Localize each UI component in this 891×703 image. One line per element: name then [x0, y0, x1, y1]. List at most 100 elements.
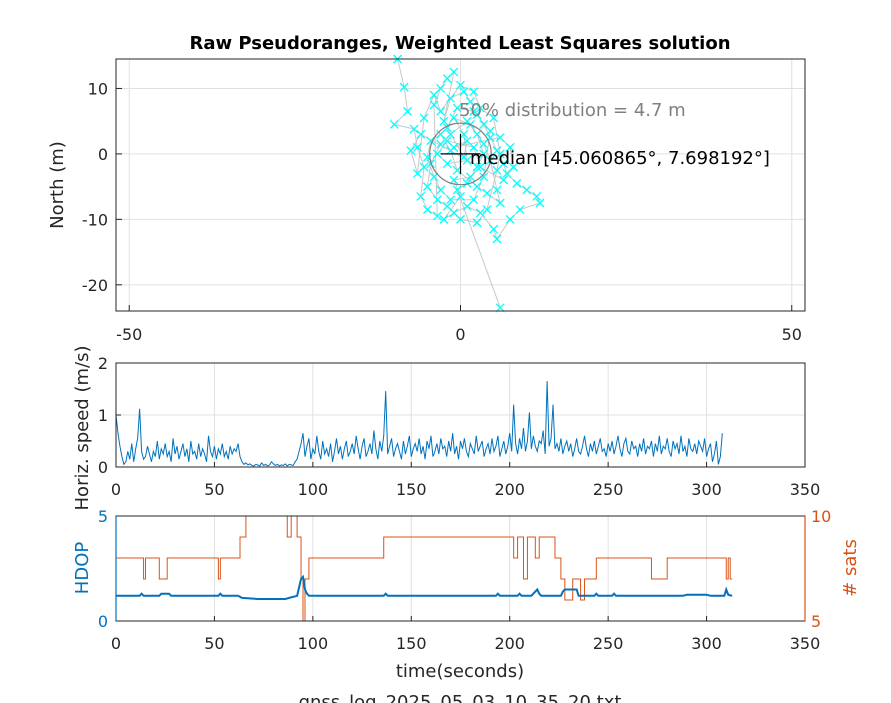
- fix-markers: [389, 54, 545, 313]
- track-segment: [453, 176, 471, 181]
- track-segment: [420, 196, 428, 210]
- fix-point: [475, 162, 485, 172]
- track-segment: [410, 134, 422, 151]
- fix-point: [495, 303, 505, 313]
- fix-point: [422, 182, 432, 192]
- distribution-annotation: 50% distribution = 4.7 m: [459, 100, 686, 121]
- fix-point: [532, 191, 542, 201]
- position-ytick-label: -10: [82, 210, 108, 229]
- hdop-series-line: [116, 574, 733, 600]
- fix-point: [482, 205, 492, 215]
- fix-point: [535, 198, 545, 208]
- fix-point: [469, 195, 479, 205]
- speed-xtick-label: 0: [111, 480, 121, 499]
- fix-point: [456, 214, 465, 224]
- fix-point: [469, 106, 479, 116]
- fix-point: [412, 169, 422, 179]
- track-segment: [496, 189, 501, 204]
- time-xtick-label: 100: [298, 634, 329, 653]
- track-segment: [443, 196, 461, 220]
- track-segment: [486, 170, 498, 210]
- speed-panel: 0 50 100 150 200 250 300 350 0 1 2 Horiz. speed (m…: [72, 346, 820, 511]
- sats-ytick-label: 10: [811, 507, 831, 526]
- speed-xtick-label: 150: [396, 480, 427, 499]
- fix-point: [452, 165, 462, 175]
- fix-point: [426, 136, 436, 146]
- track-segment: [453, 179, 461, 197]
- fix-point: [459, 87, 469, 97]
- fix-point: [495, 133, 505, 143]
- track-segment: [489, 160, 498, 191]
- speed-xtick-label: 250: [593, 480, 624, 499]
- time-xtick-label: 0: [111, 634, 121, 653]
- track-segment: [476, 134, 485, 155]
- speed-ytick-label: 1: [98, 406, 108, 425]
- fix-point: [449, 113, 459, 123]
- fix-point: [489, 224, 499, 234]
- track-segment: [519, 202, 541, 211]
- fix-point: [422, 205, 432, 215]
- time-xtick-label: 300: [691, 634, 722, 653]
- speed-xtick-label: 50: [204, 480, 224, 499]
- track-segment: [433, 94, 442, 112]
- sats-ytick-label: 5: [811, 612, 821, 631]
- track-segment: [466, 205, 481, 214]
- fix-point: [475, 103, 485, 113]
- time-xtick-label: 150: [396, 634, 427, 653]
- speed-series-line: [115, 381, 723, 467]
- fix-point: [432, 211, 442, 221]
- track-segment: [447, 159, 468, 165]
- hdop-ylabel: HDOP: [72, 542, 93, 595]
- fix-point: [446, 195, 456, 205]
- fix-point: [436, 139, 446, 149]
- fix-point: [479, 172, 489, 182]
- track-segment: [496, 153, 501, 171]
- fix-point: [432, 195, 442, 205]
- track-segment: [426, 140, 432, 158]
- fix-point: [472, 182, 482, 192]
- fix-point: [509, 162, 518, 172]
- fix-point: [452, 103, 462, 113]
- sats-ylabel: # sats: [840, 539, 861, 597]
- time-xtick-label: 350: [790, 634, 821, 653]
- fix-point: [403, 106, 412, 116]
- fix-point: [499, 175, 509, 185]
- track-segment: [413, 128, 418, 148]
- speed-xtick-label: 300: [691, 480, 722, 499]
- fix-point: [409, 124, 419, 134]
- track-segment: [493, 229, 498, 240]
- fix-point: [492, 185, 502, 195]
- track-segment: [433, 104, 438, 217]
- position-xtick-label: 50: [782, 325, 802, 344]
- speed-xtick-label: 350: [790, 480, 821, 499]
- median-marker: [440, 133, 481, 174]
- track-segment: [469, 101, 478, 115]
- fix-point: [416, 191, 426, 201]
- fix-point: [465, 97, 475, 107]
- track-segment: [456, 189, 501, 308]
- track-segment: [509, 147, 514, 168]
- fix-point: [456, 80, 465, 90]
- fix-point: [495, 149, 505, 159]
- track-segment: [446, 107, 458, 128]
- track-segment: [433, 88, 442, 106]
- fix-point: [442, 201, 452, 211]
- time-xtick-label: 50: [204, 634, 224, 653]
- speed-ylabel: Horiz. speed (m/s): [72, 346, 93, 511]
- track-segment: [453, 117, 465, 135]
- track-segment: [420, 166, 425, 197]
- fix-point: [512, 178, 522, 188]
- position-ytick-label: 0: [98, 145, 108, 164]
- position-panel: 50% distribution = 4.7 m median [45.0608…: [47, 33, 806, 344]
- fix-point: [439, 214, 449, 224]
- sats-series-line: [116, 515, 733, 622]
- track-segment: [430, 143, 442, 164]
- track-segment: [410, 150, 418, 174]
- fix-point: [446, 93, 456, 103]
- time-xtick-label: 200: [494, 634, 525, 653]
- hdop-sats-panel: 0 50 100 150 200 250 300 350 0 5 5 10 HDOP # sats t…: [72, 507, 861, 682]
- track-segment: [496, 219, 511, 240]
- fix-point: [492, 165, 502, 175]
- fix-point: [462, 136, 472, 146]
